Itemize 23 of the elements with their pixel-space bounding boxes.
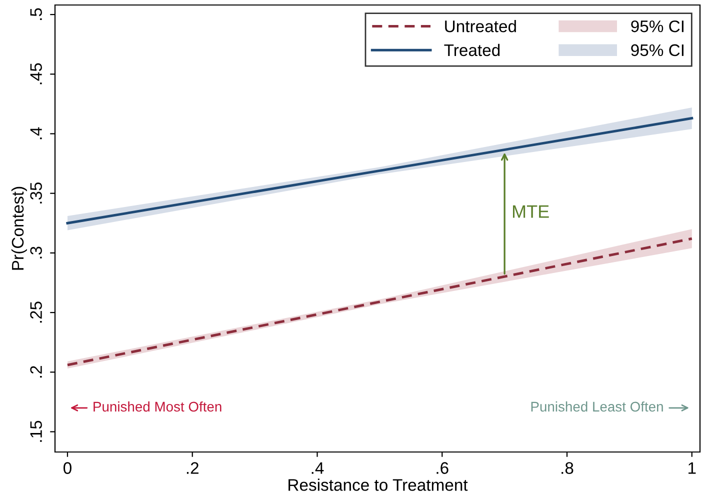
annotation: 95% CI <box>631 20 684 32</box>
x-tick-label: .8 <box>562 462 574 474</box>
y-tick-label: .4 <box>30 127 42 140</box>
y-axis-title: Pr(Contest) <box>11 186 27 270</box>
x-tick-label: .2 <box>186 462 198 474</box>
y-tick-label: .15 <box>30 420 42 442</box>
x-tick-label: .4 <box>312 462 324 474</box>
x-tick-label: 0 <box>64 462 72 474</box>
x-axis-title: Resistance to Treatment <box>288 478 468 491</box>
y-tick-label: .2 <box>30 366 42 378</box>
y-tick-label: .5 <box>30 8 42 20</box>
annotation: 95% CI <box>631 44 684 56</box>
annotation: MTE <box>512 205 549 218</box>
annotation: Punished Most Often <box>94 401 222 412</box>
x-tick-label: 1 <box>688 462 696 474</box>
y-tick-label: .25 <box>30 302 42 323</box>
y-tick-label: .3 <box>30 246 42 258</box>
legend-label: Treated <box>444 44 500 56</box>
annotation: Punished Least Often <box>531 401 663 412</box>
legend-label: Untreated <box>445 20 516 32</box>
y-tick-label: .45 <box>30 63 42 84</box>
y-tick-label: .35 <box>30 182 42 204</box>
x-tick-label: .6 <box>436 462 448 474</box>
